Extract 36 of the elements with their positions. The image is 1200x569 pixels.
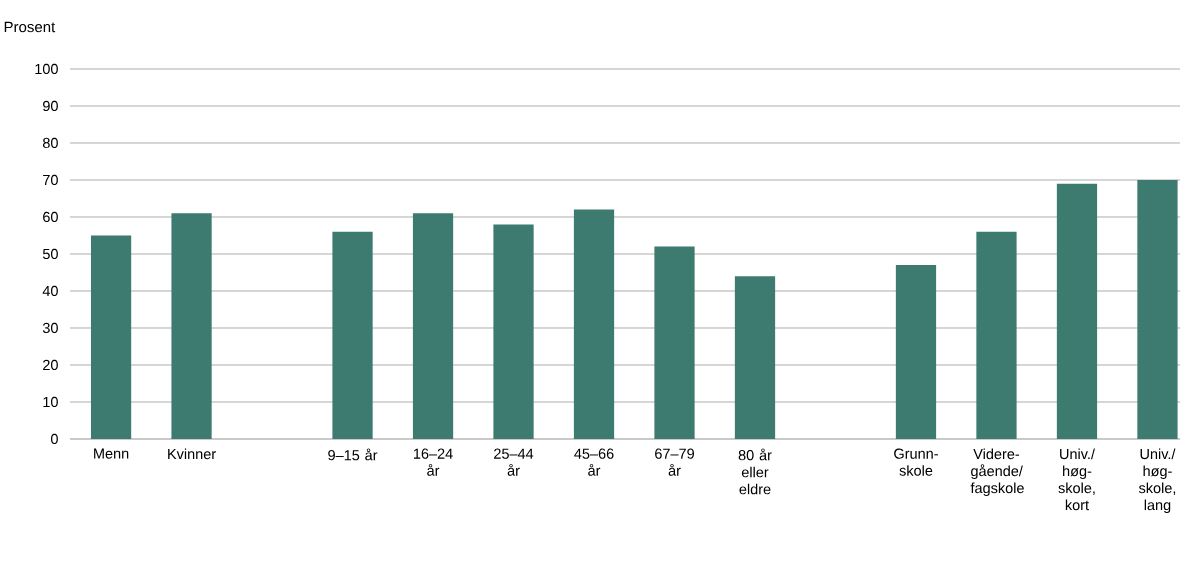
y-tick-label: 90 xyxy=(43,100,58,112)
x-tick-label: Kvinner xyxy=(168,448,216,460)
y-tick-label: 40 xyxy=(42,285,58,297)
y-tick-label: 0 xyxy=(50,433,58,445)
bar xyxy=(654,246,695,439)
bar xyxy=(895,265,937,439)
x-tick-label: Univ./høg-skole, kort xyxy=(1058,448,1095,511)
x-tick-label: Grunn-skole xyxy=(894,448,938,476)
x-tick-label: 80 år eller eldre xyxy=(738,448,772,495)
bar xyxy=(412,213,454,439)
bar xyxy=(332,231,373,439)
bar xyxy=(493,224,534,439)
y-tick-label: 100 xyxy=(35,63,58,75)
y-tick-label: 30 xyxy=(42,322,58,334)
y-tick-label: 70 xyxy=(43,174,58,186)
bar xyxy=(734,276,776,439)
bar xyxy=(171,213,212,439)
bar xyxy=(573,209,615,439)
y-tick-label: 50 xyxy=(42,248,58,260)
bar xyxy=(976,231,1017,439)
y-axis-title: Prosent xyxy=(4,21,56,33)
y-tick-label: 80 xyxy=(42,137,58,149)
x-tick-label: 25–44 år xyxy=(494,448,534,476)
x-tick-label: Univ./høg-skole, lang xyxy=(1138,448,1176,514)
x-tick-label: 16–24 år xyxy=(413,448,453,476)
x-tick-label: 9–15 år xyxy=(328,448,378,461)
y-tick-label: 20 xyxy=(43,359,58,371)
x-tick-label: 67–79 år xyxy=(655,448,694,476)
x-tick-label: Videre-gående/fagskole xyxy=(970,448,1024,497)
bar xyxy=(1137,179,1178,439)
bar xyxy=(1056,183,1098,439)
y-tick-label: 60 xyxy=(43,211,58,223)
x-tick-label: Menn xyxy=(94,448,129,459)
x-tick-label: 45–66 år xyxy=(574,448,614,476)
y-tick-label: 10 xyxy=(43,396,58,408)
bar xyxy=(90,235,132,439)
